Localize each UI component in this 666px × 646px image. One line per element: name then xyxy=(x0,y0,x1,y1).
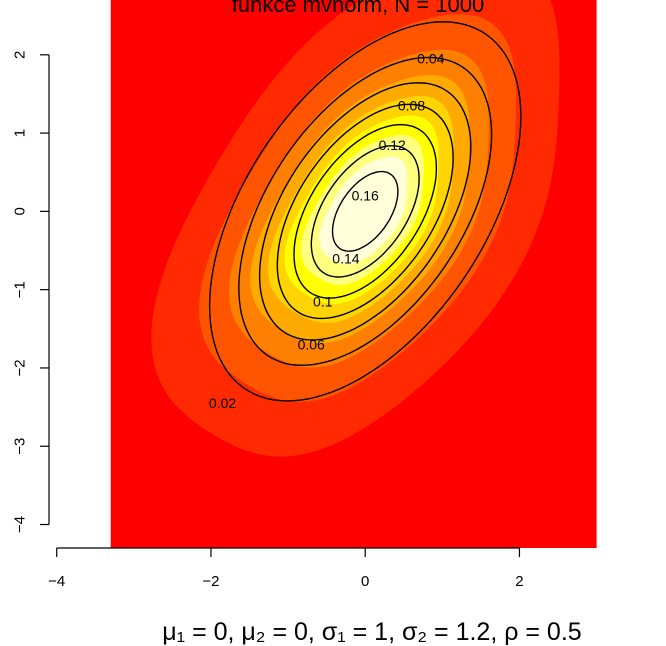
contour-label: 0.1 xyxy=(313,293,333,309)
chart-title: funkce mvnorm, N = 1000 xyxy=(232,0,485,17)
y-tick-label: 2 xyxy=(12,51,29,59)
contour-label: 0.16 xyxy=(352,188,379,204)
plot-area: 0.02 0.04 0.06 0.08 0.1 0.12 0.14 0.16 xyxy=(110,0,597,548)
contour-line xyxy=(293,123,438,299)
y-tick-label: −4 xyxy=(12,516,29,533)
y-tick-label: −1 xyxy=(12,281,29,298)
contour-line xyxy=(208,21,522,402)
axes-layer: −4 −2 0 2 −4 −3 −2 −1 0 1 2 xyxy=(12,51,524,590)
density-band xyxy=(345,188,383,234)
y-tick-label: 1 xyxy=(12,129,29,137)
contour-label: 0.04 xyxy=(417,51,444,67)
contour-label: 0.12 xyxy=(379,137,406,153)
contour-label: 0.08 xyxy=(398,98,425,114)
y-tick-label: −2 xyxy=(12,359,29,376)
contour-label: 0.14 xyxy=(332,250,359,266)
contour-line xyxy=(310,145,420,278)
x-tick-label: 0 xyxy=(361,573,369,590)
contour-line xyxy=(238,56,493,367)
contour-line xyxy=(331,170,399,252)
contour-labels-layer: 0.02 0.04 0.06 0.08 0.1 0.12 0.14 0.16 xyxy=(209,51,445,411)
contour-lines-layer xyxy=(208,21,522,402)
x-axis-label: μ₁ = 0, μ₂ = 0, σ₁ = 1, σ₂ = 1.2, ρ = 0.… xyxy=(162,618,581,646)
x-tick-label: −4 xyxy=(48,573,65,590)
contour-line xyxy=(258,82,472,341)
contour-label: 0.02 xyxy=(209,395,236,411)
y-tick-label: 0 xyxy=(12,207,29,215)
x-tick-label: −2 xyxy=(202,573,219,590)
contour-label: 0.06 xyxy=(298,336,325,352)
y-tick-label: −3 xyxy=(12,438,29,455)
contour-line xyxy=(276,103,454,320)
x-tick-label: 2 xyxy=(515,573,523,590)
